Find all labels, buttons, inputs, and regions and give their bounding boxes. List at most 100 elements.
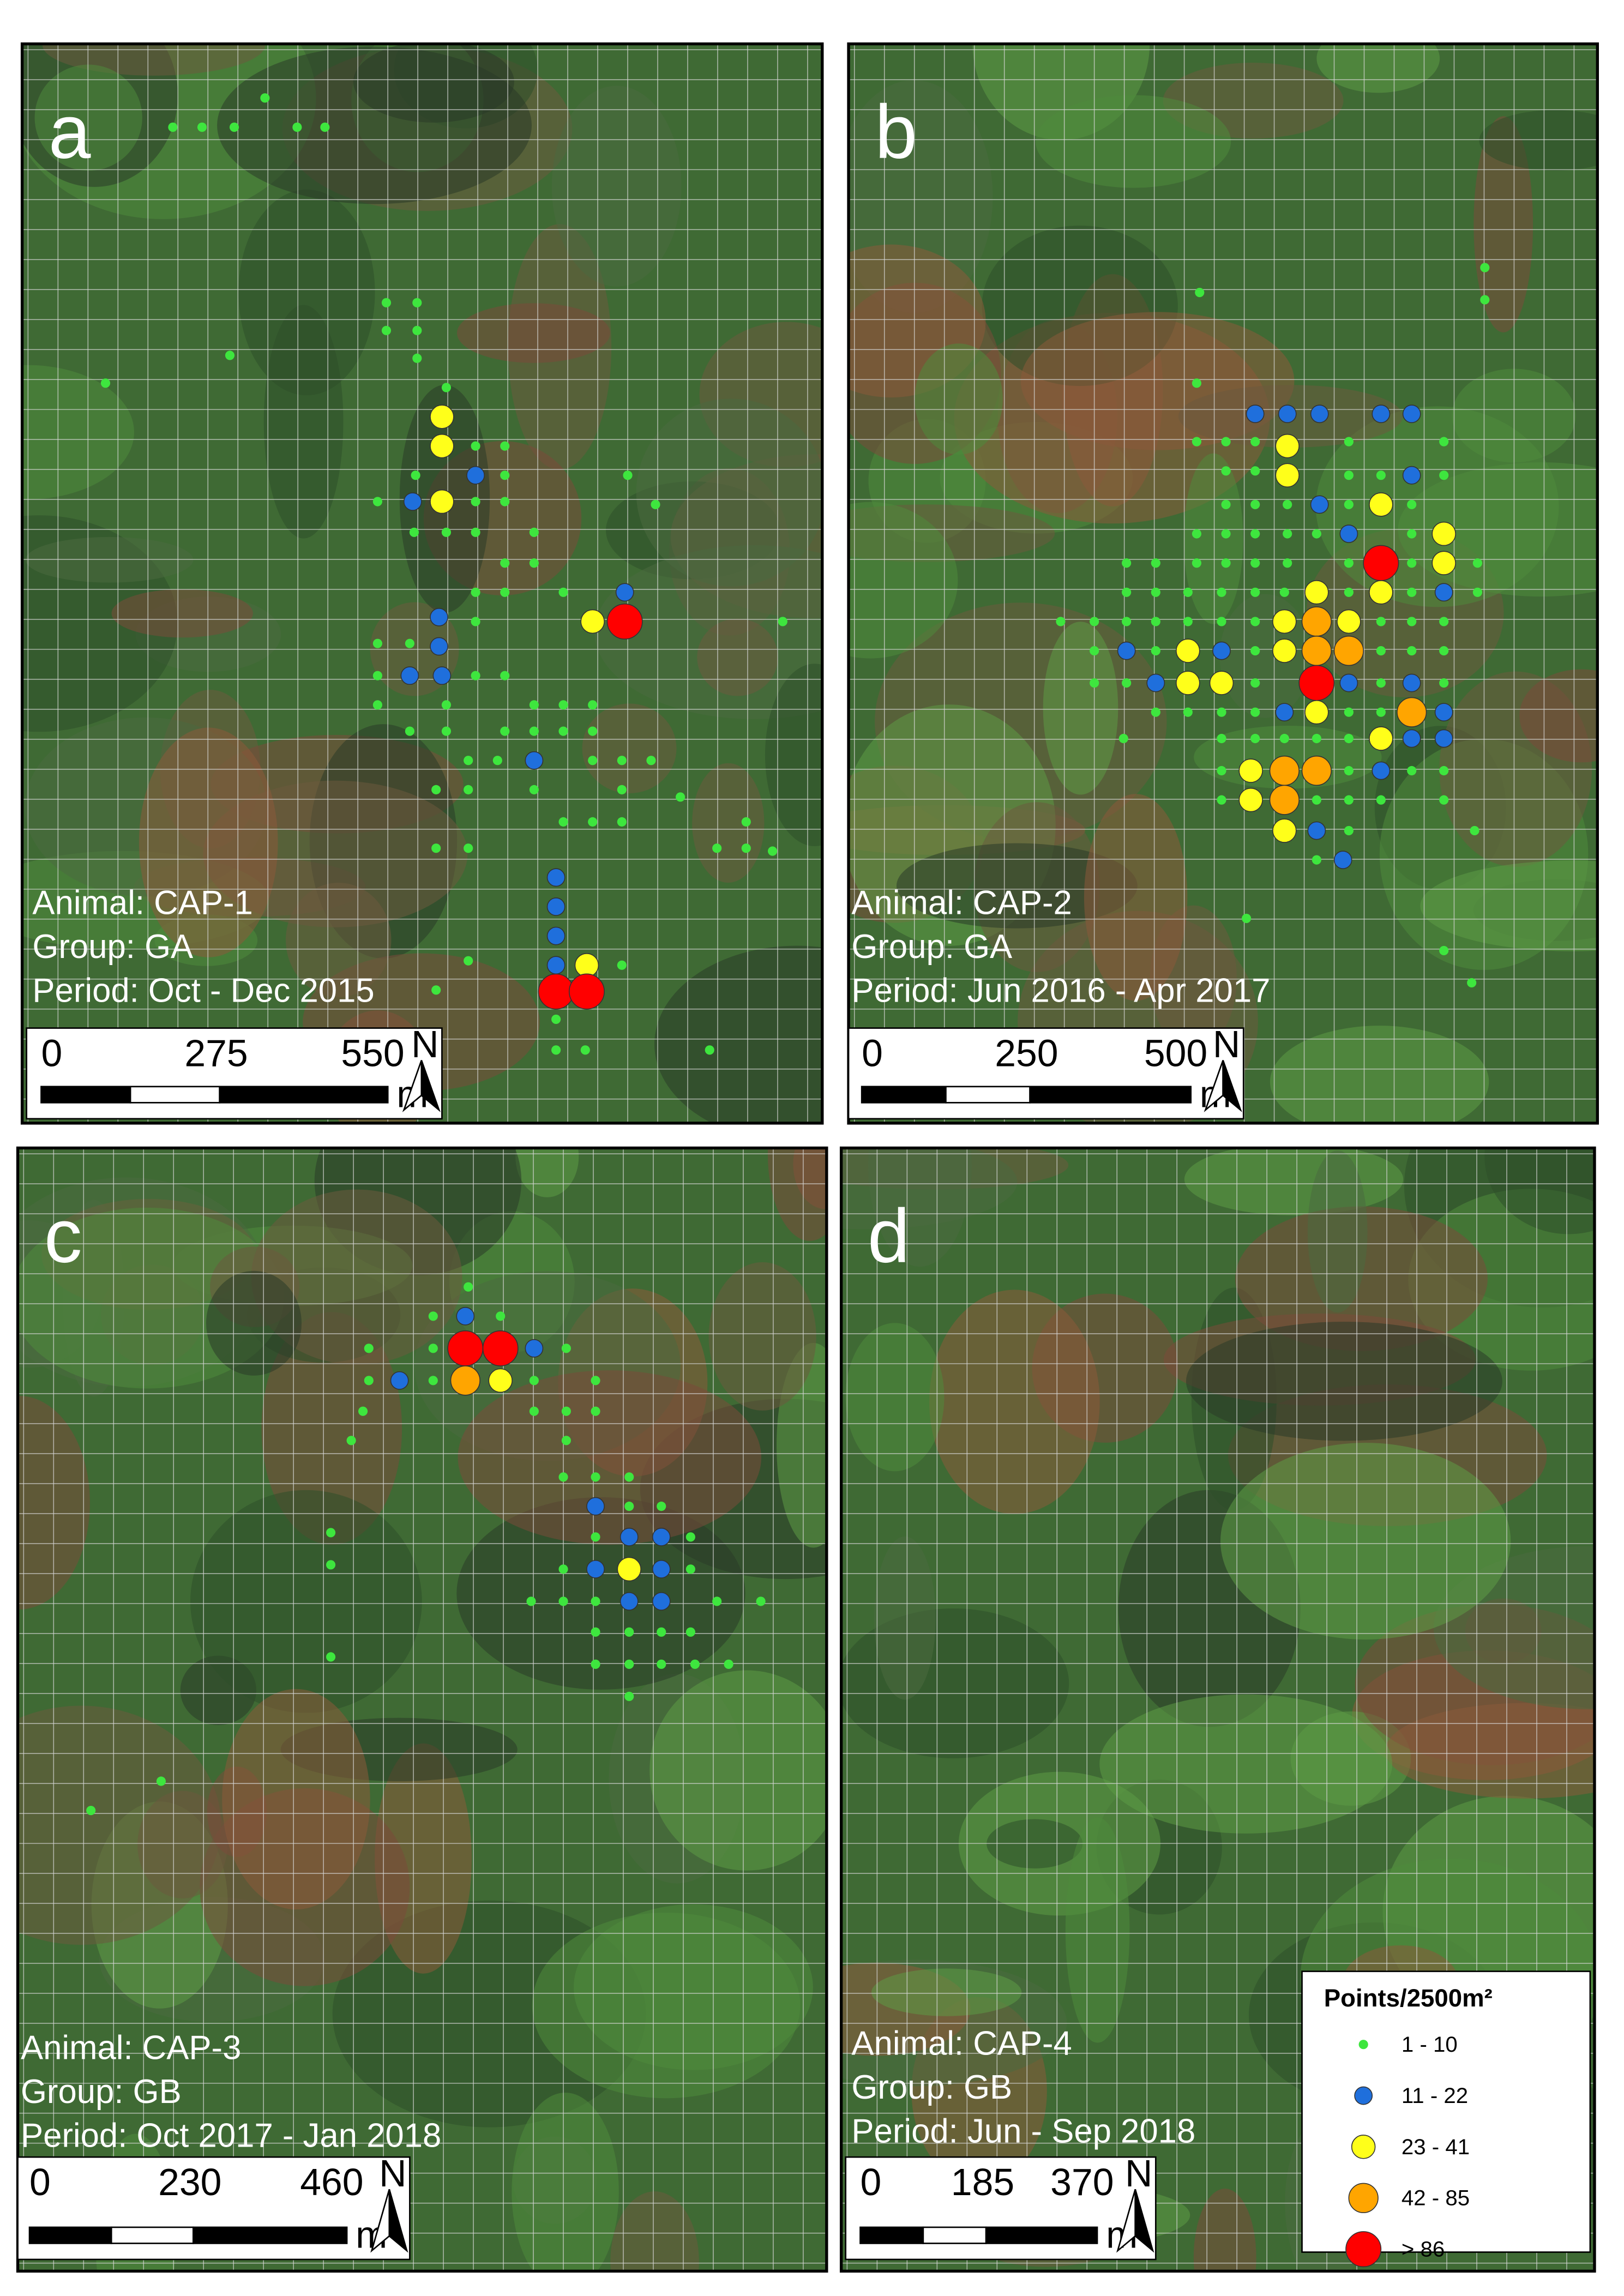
density-point — [617, 785, 627, 794]
terrain-patch — [551, 86, 682, 287]
density-point — [403, 492, 422, 511]
density-point — [1242, 913, 1252, 923]
legend-swatch — [1345, 2231, 1382, 2268]
density-point — [156, 1776, 166, 1786]
density-point — [1472, 558, 1482, 568]
density-point — [1333, 635, 1364, 666]
density-point — [651, 499, 660, 509]
density-point — [260, 93, 270, 103]
density-point — [1431, 521, 1456, 546]
density-point — [100, 378, 111, 388]
density-point — [326, 1528, 336, 1538]
terrain-patch — [190, 1490, 422, 1713]
density-point — [1090, 646, 1099, 656]
density-point — [1183, 707, 1193, 717]
north-label: N — [1125, 2152, 1152, 2195]
panel-info: Animal: CAP-4 — [851, 2024, 1072, 2062]
density-point — [1369, 726, 1393, 751]
north-label: N — [1213, 1023, 1240, 1065]
density-point — [1301, 606, 1332, 637]
density-point — [500, 726, 510, 736]
terrain-patch — [1219, 594, 1311, 718]
density-point — [1090, 617, 1099, 626]
terrain-patch — [515, 1148, 579, 1197]
scale-label: 0 — [861, 2161, 882, 2203]
panel-letter: a — [49, 89, 91, 174]
density-point — [1344, 437, 1354, 447]
density-point — [741, 843, 751, 853]
density-point — [591, 1532, 600, 1542]
density-point — [551, 1014, 561, 1025]
density-point — [1283, 558, 1292, 568]
density-point — [500, 671, 510, 680]
terrain-patch — [868, 1148, 972, 1267]
density-point — [624, 1659, 634, 1669]
terrain-patch — [457, 303, 610, 363]
density-point — [1183, 617, 1193, 626]
density-point — [409, 527, 419, 537]
density-point — [1151, 587, 1160, 597]
density-point — [1376, 617, 1386, 626]
density-point — [1283, 499, 1292, 509]
density-point — [1310, 495, 1329, 514]
north-arrow — [1222, 1060, 1242, 1112]
density-point — [1217, 587, 1226, 597]
density-point — [1192, 437, 1201, 447]
density-point — [1312, 795, 1321, 805]
panel-info: Group: GB — [851, 2069, 1012, 2106]
density-point — [1151, 558, 1160, 568]
density-point — [546, 897, 566, 916]
density-point — [292, 122, 302, 132]
density-point — [525, 1339, 544, 1358]
density-point — [1402, 673, 1421, 692]
scale-label: 250 — [995, 1032, 1058, 1074]
scale-box — [847, 1027, 1244, 1120]
legend-label: 42 - 85 — [1402, 2186, 1470, 2210]
density-point — [405, 638, 414, 648]
density-point — [657, 1659, 666, 1669]
density-point — [197, 122, 207, 132]
density-point — [1279, 587, 1289, 597]
scale-bar — [40, 1086, 131, 1104]
density-point — [652, 1528, 671, 1546]
density-point — [1122, 587, 1132, 597]
terrain-patch — [222, 1689, 370, 1910]
density-point — [617, 1557, 641, 1582]
scale-label: 0 — [29, 2161, 51, 2203]
density-point — [482, 1330, 519, 1366]
density-point — [441, 527, 452, 537]
terrain-patch — [1193, 2189, 1256, 2271]
panel-frame — [20, 42, 824, 1125]
density-point — [471, 441, 480, 451]
terrain-patch — [1420, 860, 1598, 951]
scale-bar — [110, 2226, 194, 2244]
density-point — [466, 466, 485, 485]
density-point — [381, 326, 392, 335]
density-point — [1337, 609, 1361, 634]
density-point — [1192, 558, 1201, 568]
density-point — [690, 1659, 700, 1669]
terrain-patch — [841, 1608, 1069, 1758]
density-point — [1238, 758, 1263, 783]
density-point — [1279, 733, 1289, 744]
density-point — [580, 1045, 590, 1055]
terrain-patch — [206, 1270, 302, 1376]
north-arrow — [1134, 2189, 1154, 2253]
density-point — [364, 1376, 374, 1385]
density-point — [364, 1343, 374, 1353]
panel-letter: d — [868, 1194, 910, 1279]
density-point — [430, 637, 448, 656]
terrain-patch — [1065, 1817, 1130, 2043]
density-point — [405, 726, 414, 736]
terrain-patch — [874, 1536, 936, 1700]
density-point — [525, 751, 544, 770]
legend-title: Points/2500m² — [1324, 1984, 1493, 2012]
density-point — [1090, 678, 1099, 688]
terrain-patch — [34, 64, 142, 171]
density-point — [588, 726, 598, 736]
scale-bar — [28, 2226, 112, 2244]
density-point — [574, 953, 599, 978]
density-point — [1369, 580, 1393, 605]
density-point — [1301, 635, 1332, 666]
